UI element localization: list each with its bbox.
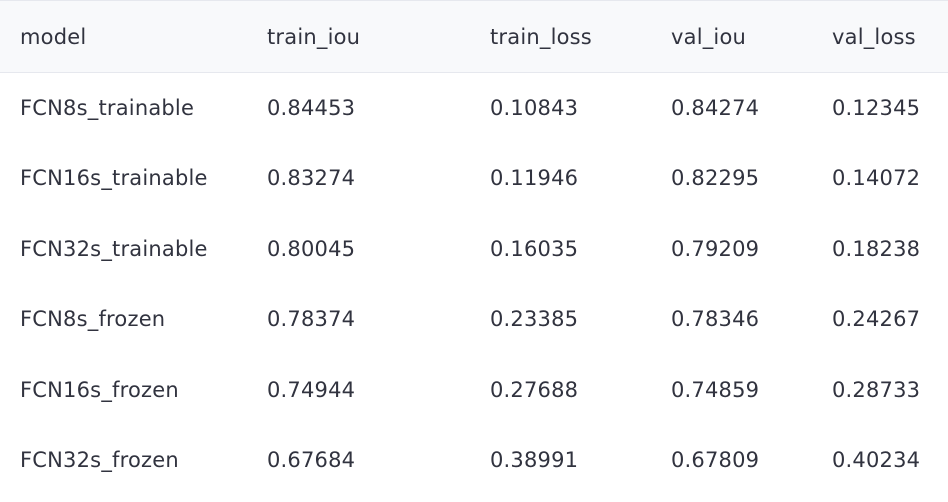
cell-val-iou: 0.82295 (671, 166, 760, 191)
cell-train-iou: 0.80045 (267, 236, 356, 261)
cell-model: FCN8s_trainable (20, 96, 195, 120)
column-header-train-iou[interactable]: train_iou (247, 0, 469, 73)
cell-val-loss: 0.28733 (832, 377, 921, 402)
table-row: FCN16s_trainable 0.83274 0.11946 0.82295… (0, 143, 948, 214)
cell-val-iou: 0.78346 (671, 307, 760, 332)
cell-train-loss: 0.38991 (490, 448, 579, 473)
cell-train-iou: 0.78374 (267, 307, 356, 332)
column-header-val-iou[interactable]: val_iou (650, 0, 812, 73)
table-row: FCN16s_frozen 0.74944 0.27688 0.74859 0.… (0, 355, 948, 426)
table-body: FCN8s_trainable 0.84453 0.10843 0.84274 … (0, 73, 948, 496)
cell-train-loss: 0.16035 (490, 236, 579, 261)
cell-model: FCN16s_trainable (20, 166, 208, 191)
header-row: model train_iou train_loss val_iou val_l… (0, 0, 948, 73)
cell-val-loss: 0.24267 (832, 307, 921, 332)
table-row: FCN32s_frozen 0.67684 0.38991 0.67809 0.… (0, 425, 948, 496)
table-header: model train_iou train_loss val_iou val_l… (0, 0, 948, 73)
cell-train-loss: 0.11946 (490, 166, 579, 191)
cell-val-iou: 0.74859 (671, 377, 760, 402)
cell-train-loss: 0.27688 (490, 377, 579, 402)
cell-model: FCN32s_frozen (20, 448, 179, 473)
cell-val-iou: 0.84274 (671, 96, 760, 120)
cell-val-iou: 0.67809 (671, 448, 760, 473)
cell-val-loss: 0.40234 (832, 448, 921, 473)
column-header-val-loss[interactable]: val_loss (812, 0, 948, 73)
column-header-train-loss[interactable]: train_loss (469, 0, 650, 73)
cell-train-iou: 0.67684 (267, 448, 356, 473)
cell-val-loss: 0.12345 (832, 96, 921, 120)
cell-val-loss: 0.18238 (832, 236, 921, 261)
cell-model: FCN16s_frozen (20, 377, 179, 402)
cell-val-loss: 0.14072 (832, 166, 921, 191)
cell-model: FCN32s_trainable (20, 236, 208, 261)
cell-train-iou: 0.84453 (267, 96, 356, 120)
cell-train-loss: 0.23385 (490, 307, 579, 332)
table-row: FCN32s_trainable 0.80045 0.16035 0.79209… (0, 214, 948, 285)
table-row: FCN8s_frozen 0.78374 0.23385 0.78346 0.2… (0, 284, 948, 355)
cell-val-iou: 0.79209 (671, 236, 760, 261)
cell-train-iou: 0.74944 (267, 377, 356, 402)
cell-train-loss: 0.10843 (490, 96, 579, 120)
column-header-model[interactable]: model (0, 0, 247, 73)
table-row: FCN8s_trainable 0.84453 0.10843 0.84274 … (0, 73, 948, 144)
cell-train-iou: 0.83274 (267, 166, 356, 191)
cell-model: FCN8s_frozen (20, 307, 166, 332)
